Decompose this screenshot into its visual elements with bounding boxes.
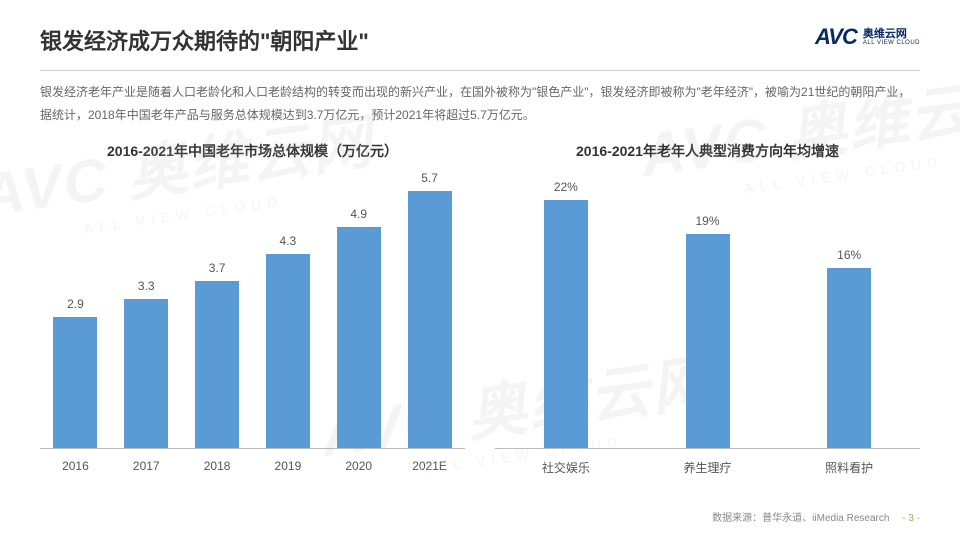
logo-cn: 奥维云网 (863, 29, 920, 40)
chart-left: 2016-2021年中国老年市场总体规模（万亿元） 2.9 3.3 3.7 4.3 4.… (40, 141, 465, 476)
bar (195, 281, 239, 448)
page-title: 银发经济成万众期待的"朝阳产业" (40, 24, 369, 56)
x-axis-label: 养生理疗 (637, 459, 779, 476)
description-text: 银发经济老年产业是随着人口老龄化和人口老龄结构的转变而出现的新兴产业，在国外被称… (0, 81, 960, 127)
bar (266, 254, 310, 448)
charts-row: 2016-2021年中国老年市场总体规模（万亿元） 2.9 3.3 3.7 4.3 4.… (0, 127, 960, 476)
header: 银发经济成万众期待的"朝阳产业" AVC 奥维云网 ALL VIEW CLOUD (0, 0, 960, 64)
source-text: 数据来源：普华永道、iiMedia Research (712, 513, 889, 524)
bar-column: 22% (495, 180, 637, 448)
bar-value-label: 4.9 (350, 207, 367, 221)
x-axis-label: 2021E (394, 459, 465, 473)
chart-right-xaxis: 社交娱乐养生理疗照料看护 (495, 459, 920, 476)
bar-column: 19% (637, 214, 779, 448)
bar-value-label: 4.3 (280, 234, 297, 248)
x-axis-label: 2018 (182, 459, 253, 473)
logo: AVC 奥维云网 ALL VIEW CLOUD (815, 24, 920, 50)
bar (544, 200, 588, 448)
chart-left-xaxis: 201620172018201920202021E (40, 459, 465, 473)
bar-column: 3.7 (182, 261, 253, 448)
bar-value-label: 22% (554, 180, 578, 194)
x-axis-label: 2016 (40, 459, 111, 473)
x-axis-label: 社交娱乐 (495, 459, 637, 476)
bar-value-label: 16% (837, 248, 861, 262)
logo-en: ALL VIEW CLOUD (863, 40, 920, 46)
bar-column: 4.9 (323, 207, 394, 448)
bar (827, 268, 871, 448)
bar-value-label: 19% (695, 214, 719, 228)
bar (686, 234, 730, 448)
bar-column: 16% (778, 248, 920, 448)
bar-value-label: 3.3 (138, 279, 155, 293)
bar-value-label: 3.7 (209, 261, 226, 275)
logo-mark: AVC (815, 24, 857, 50)
chart-right-title: 2016-2021年老年人典型消费方向年均增速 (576, 141, 839, 161)
divider (40, 70, 920, 71)
x-axis-label: 2017 (111, 459, 182, 473)
chart-left-title: 2016-2021年中国老年市场总体规模（万亿元） (107, 141, 398, 161)
bar-value-label: 2.9 (67, 297, 84, 311)
x-axis-label: 照料看护 (778, 459, 920, 476)
bar (337, 227, 381, 448)
footer: 数据来源：普华永道、iiMedia Research - 3 - (712, 509, 920, 524)
page-number: - 3 - (902, 513, 920, 524)
bar (408, 191, 452, 448)
chart-right: 2016-2021年老年人典型消费方向年均增速 22% 19% 16% 社交娱乐养生… (495, 141, 920, 476)
bar-column: 3.3 (111, 279, 182, 448)
x-axis-label: 2020 (323, 459, 394, 473)
bar-column: 4.3 (252, 234, 323, 448)
x-axis-label: 2019 (252, 459, 323, 473)
bar-column: 2.9 (40, 297, 111, 448)
bar (124, 299, 168, 448)
bar-column: 5.7 (394, 171, 465, 448)
bar-value-label: 5.7 (421, 171, 438, 185)
chart-right-area: 22% 19% 16% (495, 179, 920, 449)
chart-left-area: 2.93.33.74.34.95.7 (40, 179, 465, 449)
bar (53, 317, 97, 448)
